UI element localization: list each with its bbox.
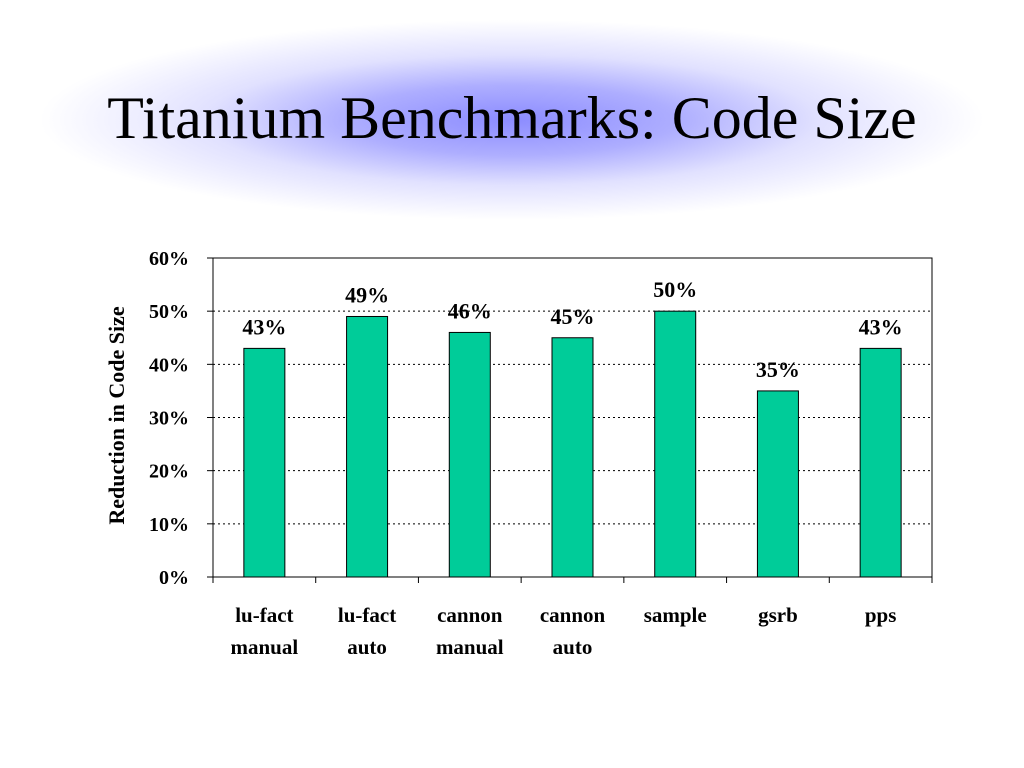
- category-label: auto: [553, 635, 593, 659]
- data-label: 46%: [448, 298, 492, 323]
- bar: [654, 310, 697, 578]
- data-label: 43%: [242, 314, 286, 339]
- title-glow-background: [40, 20, 984, 220]
- bar: [859, 347, 902, 578]
- y-tick-label: 0%: [159, 567, 189, 589]
- y-tick-label: 60%: [149, 248, 189, 270]
- data-label: 50%: [653, 277, 697, 302]
- category-label: sample: [644, 603, 707, 627]
- category-label: manual: [436, 635, 504, 659]
- category-label: cannon: [540, 603, 606, 627]
- category-label: auto: [347, 635, 387, 659]
- bar: [448, 331, 491, 578]
- category-label: pps: [865, 603, 897, 627]
- bar: [243, 347, 286, 578]
- category-label: lu-fact: [338, 603, 396, 627]
- y-tick-label: 10%: [149, 514, 189, 536]
- bar: [551, 337, 594, 578]
- data-label: 35%: [756, 357, 800, 382]
- bar: [346, 315, 389, 578]
- slide-title: Titanium Benchmarks: Code Size: [107, 85, 917, 151]
- y-tick-label: 30%: [149, 408, 189, 430]
- data-label: 43%: [859, 314, 903, 339]
- y-tick-label: 40%: [149, 354, 189, 376]
- data-label: 45%: [551, 304, 595, 329]
- y-tick-label: 20%: [149, 461, 189, 483]
- category-label: lu-fact: [235, 603, 293, 627]
- category-label: manual: [231, 635, 299, 659]
- bar: [756, 390, 799, 578]
- category-label: cannon: [437, 603, 503, 627]
- y-tick-label: 50%: [149, 301, 189, 323]
- category-label: gsrb: [758, 603, 798, 627]
- data-label: 49%: [345, 282, 389, 307]
- y-axis-title: Reduction in Code Size: [104, 306, 129, 524]
